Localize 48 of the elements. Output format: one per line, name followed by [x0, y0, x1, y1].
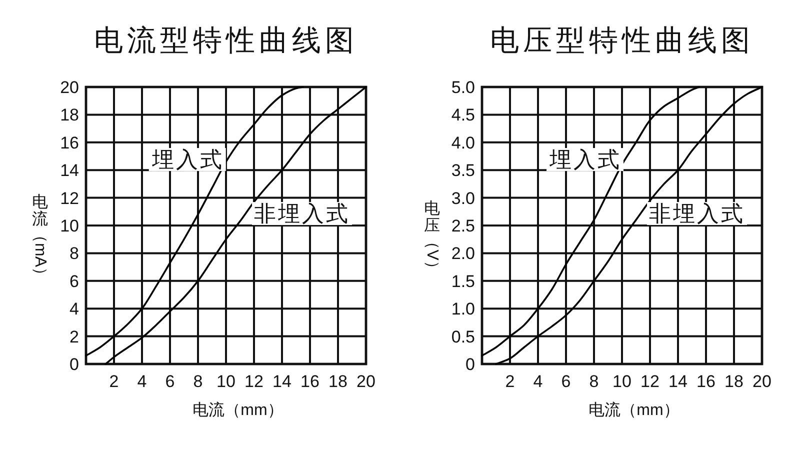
xtick: 12	[640, 372, 660, 391]
xtick: 10	[612, 372, 632, 391]
ytick: 18	[60, 106, 79, 125]
ytick: 20	[60, 78, 79, 97]
xtick: 2	[505, 372, 515, 391]
xtick: 20	[356, 372, 376, 391]
ytick: 3.0	[451, 188, 475, 208]
xtick: 14	[668, 372, 688, 391]
xtick: 4	[533, 372, 543, 391]
ytick: 1.5	[451, 272, 475, 291]
xlabel: 电流（mm）	[192, 402, 284, 419]
ytick: 2.5	[451, 216, 475, 236]
xtick: 8	[193, 372, 203, 391]
xtick: 2	[109, 372, 119, 391]
ytick: 10	[60, 216, 79, 236]
xtick: 6	[165, 372, 175, 391]
ytick: 3.5	[451, 161, 475, 180]
xtick: 18	[724, 372, 744, 391]
ytick: 0.5	[451, 327, 475, 346]
xtick: 6	[561, 372, 571, 391]
title: 电压型特性曲线图	[490, 25, 754, 57]
ytick: 5.0	[451, 78, 475, 97]
title: 电流型特性曲线图	[94, 25, 358, 57]
xtick: 8	[589, 372, 599, 391]
ytick: 4.0	[451, 133, 475, 152]
xtick: 12	[244, 372, 264, 391]
xlabel: 电流（mm）	[588, 402, 680, 419]
ytick: 14	[60, 161, 79, 180]
ytick: 2.0	[451, 244, 475, 264]
xtick: 14	[272, 372, 292, 391]
ytick: 16	[60, 133, 79, 152]
xtick: 16	[300, 372, 320, 391]
ytick: 12	[60, 188, 79, 208]
ytick: 6	[70, 272, 79, 291]
xtick: 16	[696, 372, 716, 391]
ytick: 0	[70, 355, 79, 374]
ytick: 0	[466, 355, 475, 374]
xtick: 18	[328, 372, 348, 391]
xtick: 4	[137, 372, 147, 391]
ytick: 4	[70, 300, 79, 319]
xtick: 20	[752, 372, 772, 391]
ylabel: 电压（V）	[424, 200, 440, 276]
ylabel: 电流（mA）	[32, 194, 48, 283]
ytick: 1.0	[451, 300, 475, 319]
ytick: 4.5	[451, 106, 475, 125]
ytick: 8	[70, 244, 79, 264]
xtick: 10	[216, 372, 236, 391]
ytick: 2	[70, 327, 79, 346]
